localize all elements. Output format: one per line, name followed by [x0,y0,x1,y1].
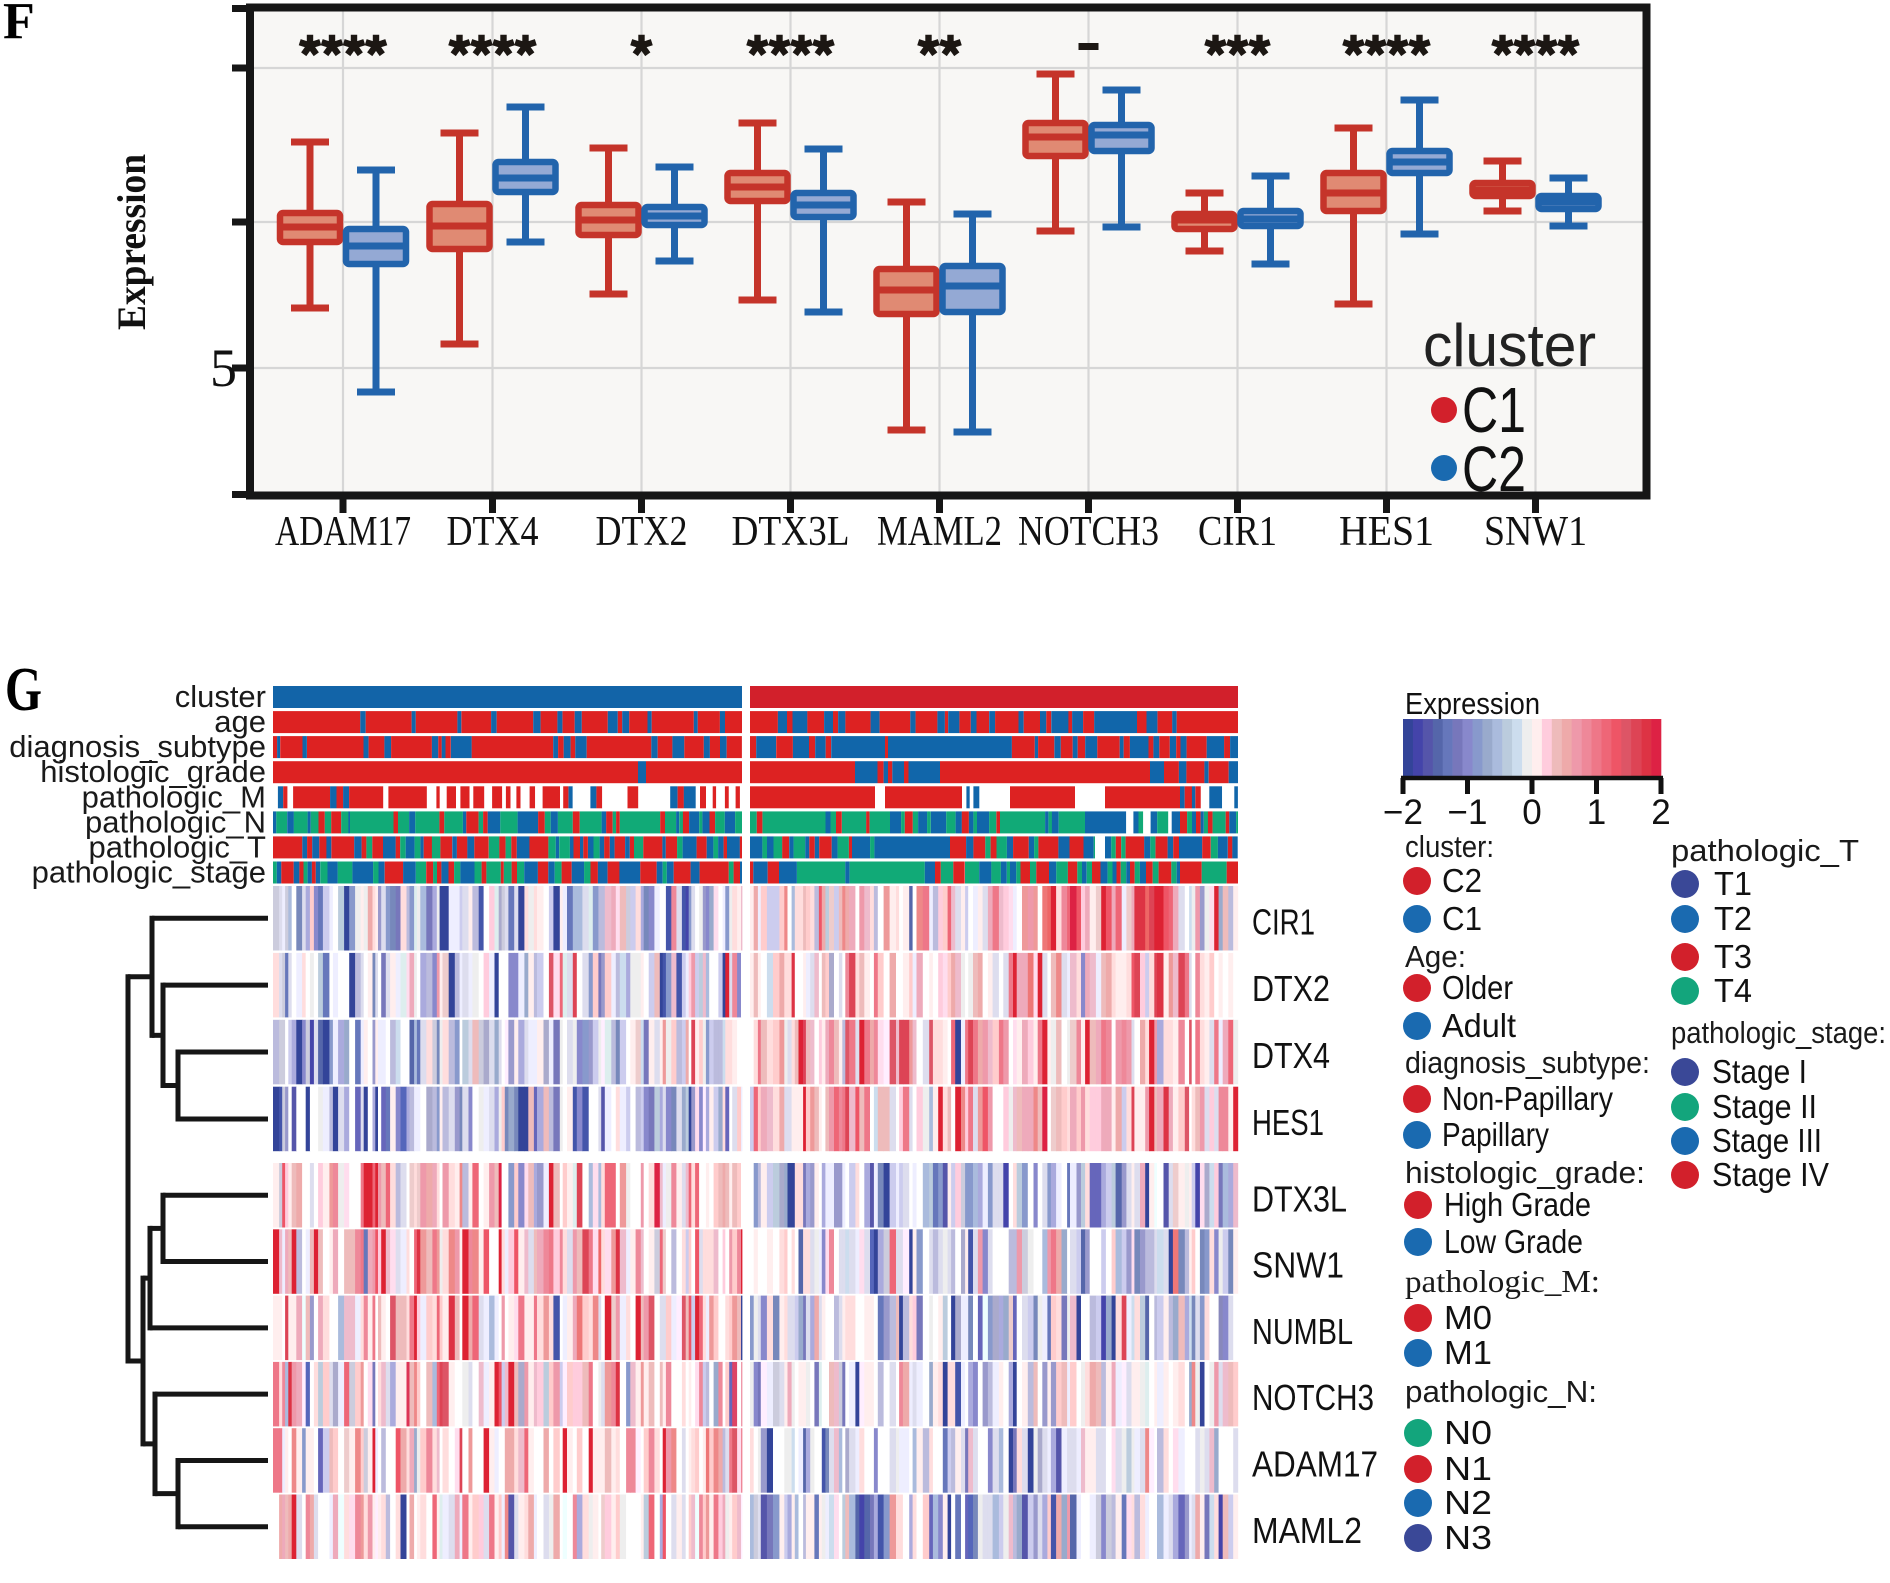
svg-text:diagnosis_subtype:: diagnosis_subtype: [1405,1045,1650,1080]
svg-text:pathologic_M:: pathologic_M: [1405,1263,1600,1299]
svg-text:Papillary: Papillary [1442,1116,1549,1153]
svg-text:Expression: Expression [1405,686,1540,721]
svg-text:C2: C2 [1442,862,1482,899]
svg-text:M1: M1 [1444,1334,1492,1371]
svg-text:N3: N3 [1444,1519,1492,1556]
svg-text:pathologic_T: pathologic_T [88,829,266,864]
svg-text:Expression: Expression [109,154,154,330]
svg-text:Stage II: Stage II [1712,1088,1817,1125]
svg-text:HES1: HES1 [1252,1102,1324,1143]
svg-text:pathologic_N:: pathologic_N: [1405,1374,1597,1409]
svg-text:Stage III: Stage III [1712,1122,1822,1159]
svg-text:MAML2: MAML2 [877,509,1002,555]
svg-text:High Grade: High Grade [1444,1186,1591,1223]
svg-text:pathologic_stage: pathologic_stage [32,854,266,889]
svg-text:N2: N2 [1444,1484,1492,1521]
svg-text:T1: T1 [1714,865,1752,902]
svg-text:T4: T4 [1714,972,1752,1009]
svg-text:Stage IV: Stage IV [1712,1156,1829,1193]
svg-text:diagnosis_subtype: diagnosis_subtype [9,729,266,764]
svg-text:N0: N0 [1444,1414,1492,1451]
svg-text:1: 1 [1587,793,1606,832]
svg-text:age: age [214,704,266,739]
svg-text:NOTCH3: NOTCH3 [1018,509,1159,555]
svg-text:0: 0 [1522,793,1541,832]
svg-text:Stage I: Stage I [1712,1053,1807,1090]
svg-text:SNW1: SNW1 [1252,1245,1344,1286]
svg-text:CIR1: CIR1 [1252,901,1315,942]
svg-text:pathologic_N: pathologic_N [85,804,266,839]
svg-text:DTX3L: DTX3L [1252,1178,1347,1219]
svg-text:−1: −1 [1448,793,1488,832]
svg-text:ADAM17: ADAM17 [275,509,411,555]
svg-text:G: G [5,656,42,724]
svg-text:2: 2 [1651,793,1670,832]
svg-text:C1: C1 [1442,900,1482,937]
svg-text:Low Grade: Low Grade [1444,1223,1583,1260]
svg-text:−2: −2 [1383,793,1423,832]
svg-text:HES1: HES1 [1339,509,1434,555]
svg-text:Older: Older [1442,969,1513,1006]
svg-text:T3: T3 [1714,938,1752,975]
svg-text:DTX4: DTX4 [1252,1035,1330,1076]
svg-text:cluster: cluster [175,679,266,714]
svg-text:Non-Papillary: Non-Papillary [1442,1080,1613,1117]
svg-text:cluster: cluster [1423,312,1596,379]
svg-text:N1: N1 [1444,1450,1492,1487]
svg-text:DTX3L: DTX3L [732,509,850,555]
svg-text:histologic_grade: histologic_grade [40,754,266,789]
svg-text:pathologic_T: pathologic_T [1671,833,1859,868]
svg-text:DTX2: DTX2 [596,509,688,555]
svg-text:Adult: Adult [1442,1007,1516,1044]
svg-text:histologic_grade:: histologic_grade: [1405,1155,1645,1190]
svg-text:5: 5 [210,338,237,398]
svg-text:T2: T2 [1714,900,1752,937]
svg-text:C2: C2 [1462,433,1526,505]
svg-text:DTX4: DTX4 [447,509,539,555]
svg-text:pathologic_stage:: pathologic_stage: [1671,1015,1886,1050]
svg-text:M0: M0 [1444,1299,1492,1336]
svg-text:C1: C1 [1462,374,1526,446]
svg-text:CIR1: CIR1 [1198,509,1277,555]
svg-text:NOTCH3: NOTCH3 [1252,1377,1374,1418]
svg-text:SNW1: SNW1 [1484,509,1587,555]
svg-text:F: F [3,0,35,50]
svg-text:NUMBL: NUMBL [1252,1311,1353,1352]
svg-text:pathologic_M: pathologic_M [82,779,266,814]
svg-text:ADAM17: ADAM17 [1252,1443,1378,1484]
svg-text:DTX2: DTX2 [1252,968,1330,1009]
svg-text:Age:: Age: [1405,939,1466,974]
svg-text:MAML2: MAML2 [1252,1510,1362,1551]
svg-text:cluster:: cluster: [1405,829,1494,864]
